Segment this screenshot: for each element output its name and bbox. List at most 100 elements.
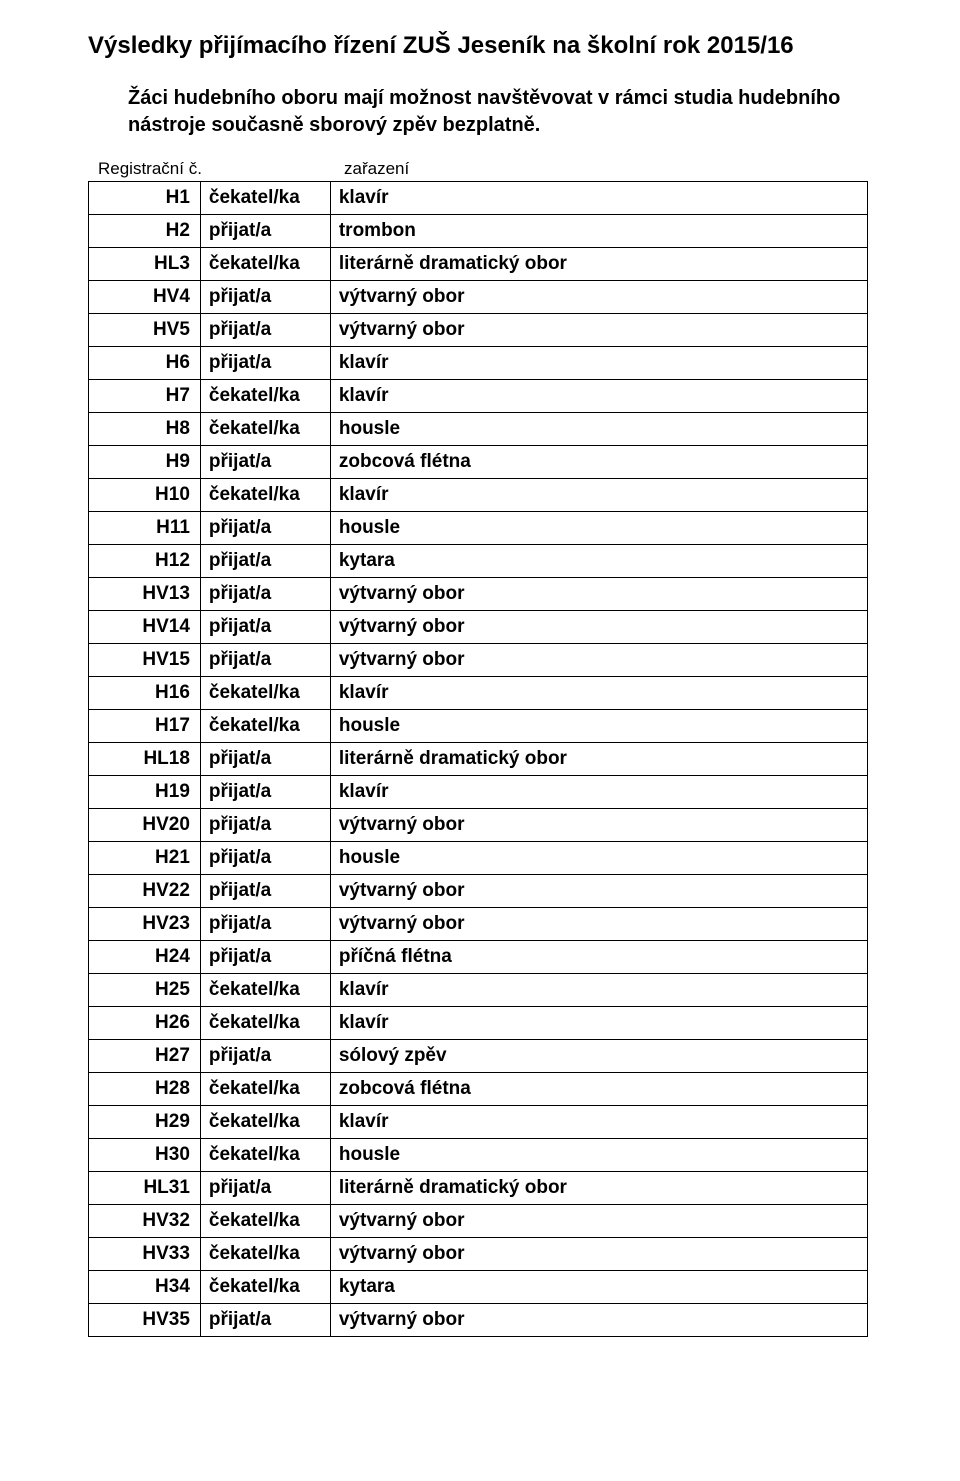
- table-row: HV33čekatel/kavýtvarný obor: [89, 1238, 868, 1271]
- table-row: H25čekatel/kaklavír: [89, 974, 868, 1007]
- column-header-row: Registrační č. zařazení: [88, 159, 900, 179]
- cell-registration: H12: [89, 545, 201, 578]
- cell-assignment: výtvarný obor: [330, 611, 867, 644]
- cell-registration: H1: [89, 182, 201, 215]
- cell-status: přijat/a: [200, 644, 330, 677]
- cell-status: přijat/a: [200, 875, 330, 908]
- cell-status: čekatel/ka: [200, 479, 330, 512]
- cell-status: čekatel/ka: [200, 182, 330, 215]
- cell-status: přijat/a: [200, 215, 330, 248]
- table-row: H26čekatel/kaklavír: [89, 1007, 868, 1040]
- cell-assignment: klavír: [330, 974, 867, 1007]
- table-row: H8čekatel/kahousle: [89, 413, 868, 446]
- table-row: H19přijat/aklavír: [89, 776, 868, 809]
- header-assignment: zařazení: [338, 159, 498, 179]
- cell-status: přijat/a: [200, 941, 330, 974]
- cell-registration: HV32: [89, 1205, 201, 1238]
- table-row: H1čekatel/kaklavír: [89, 182, 868, 215]
- cell-status: přijat/a: [200, 611, 330, 644]
- cell-assignment: kytara: [330, 1271, 867, 1304]
- page-title: Výsledky přijímacího řízení ZUŠ Jeseník …: [88, 30, 900, 61]
- table-row: H21přijat/ahousle: [89, 842, 868, 875]
- cell-status: čekatel/ka: [200, 677, 330, 710]
- cell-registration: HV14: [89, 611, 201, 644]
- table-row: HV23přijat/avýtvarný obor: [89, 908, 868, 941]
- cell-assignment: výtvarný obor: [330, 1238, 867, 1271]
- table-row: HV32čekatel/kavýtvarný obor: [89, 1205, 868, 1238]
- cell-status: čekatel/ka: [200, 1139, 330, 1172]
- cell-status: čekatel/ka: [200, 1106, 330, 1139]
- cell-status: čekatel/ka: [200, 248, 330, 281]
- cell-registration: H17: [89, 710, 201, 743]
- cell-registration: HV13: [89, 578, 201, 611]
- table-row: H30čekatel/kahousle: [89, 1139, 868, 1172]
- cell-registration: H34: [89, 1271, 201, 1304]
- cell-registration: H26: [89, 1007, 201, 1040]
- cell-status: přijat/a: [200, 347, 330, 380]
- cell-assignment: housle: [330, 512, 867, 545]
- cell-registration: HL18: [89, 743, 201, 776]
- table-row: HV35přijat/avýtvarný obor: [89, 1304, 868, 1337]
- cell-assignment: literárně dramatický obor: [330, 248, 867, 281]
- table-row: HV15přijat/avýtvarný obor: [89, 644, 868, 677]
- cell-registration: H6: [89, 347, 201, 380]
- cell-assignment: trombon: [330, 215, 867, 248]
- table-row: H9přijat/azobcová flétna: [89, 446, 868, 479]
- cell-registration: H16: [89, 677, 201, 710]
- table-row: H17čekatel/kahousle: [89, 710, 868, 743]
- cell-registration: H24: [89, 941, 201, 974]
- cell-assignment: příčná flétna: [330, 941, 867, 974]
- cell-assignment: sólový zpěv: [330, 1040, 867, 1073]
- table-row: H28čekatel/kazobcová flétna: [89, 1073, 868, 1106]
- table-row: HV22přijat/avýtvarný obor: [89, 875, 868, 908]
- table-row: H29čekatel/kaklavír: [89, 1106, 868, 1139]
- cell-status: přijat/a: [200, 545, 330, 578]
- results-table: H1čekatel/kaklavírH2přijat/atrombonHL3če…: [88, 181, 868, 1337]
- cell-status: přijat/a: [200, 809, 330, 842]
- cell-status: přijat/a: [200, 512, 330, 545]
- table-row: HV4přijat/avýtvarný obor: [89, 281, 868, 314]
- table-row: H27přijat/asólový zpěv: [89, 1040, 868, 1073]
- cell-status: čekatel/ka: [200, 710, 330, 743]
- table-row: HL31přijat/aliterárně dramatický obor: [89, 1172, 868, 1205]
- cell-registration: H19: [89, 776, 201, 809]
- cell-status: přijat/a: [200, 446, 330, 479]
- cell-status: čekatel/ka: [200, 1007, 330, 1040]
- cell-registration: H11: [89, 512, 201, 545]
- cell-assignment: literárně dramatický obor: [330, 743, 867, 776]
- table-row: H2přijat/atrombon: [89, 215, 868, 248]
- cell-assignment: výtvarný obor: [330, 314, 867, 347]
- cell-assignment: housle: [330, 842, 867, 875]
- table-row: HV5přijat/avýtvarný obor: [89, 314, 868, 347]
- cell-status: přijat/a: [200, 842, 330, 875]
- cell-registration: H7: [89, 380, 201, 413]
- cell-status: přijat/a: [200, 578, 330, 611]
- cell-assignment: housle: [330, 710, 867, 743]
- cell-assignment: výtvarný obor: [330, 1304, 867, 1337]
- cell-registration: H2: [89, 215, 201, 248]
- cell-registration: HV22: [89, 875, 201, 908]
- cell-status: přijat/a: [200, 1304, 330, 1337]
- cell-assignment: klavír: [330, 380, 867, 413]
- cell-assignment: klavír: [330, 347, 867, 380]
- cell-registration: H29: [89, 1106, 201, 1139]
- cell-assignment: výtvarný obor: [330, 281, 867, 314]
- cell-assignment: výtvarný obor: [330, 578, 867, 611]
- cell-assignment: literárně dramatický obor: [330, 1172, 867, 1205]
- header-registration: Registrační č.: [88, 159, 218, 179]
- cell-registration: H25: [89, 974, 201, 1007]
- cell-registration: H9: [89, 446, 201, 479]
- table-row: H10čekatel/kaklavír: [89, 479, 868, 512]
- cell-assignment: klavír: [330, 776, 867, 809]
- cell-registration: HV23: [89, 908, 201, 941]
- cell-registration: HV20: [89, 809, 201, 842]
- cell-status: přijat/a: [200, 1172, 330, 1205]
- cell-assignment: klavír: [330, 1106, 867, 1139]
- cell-registration: H30: [89, 1139, 201, 1172]
- table-row: H7čekatel/kaklavír: [89, 380, 868, 413]
- cell-status: přijat/a: [200, 281, 330, 314]
- table-row: H6přijat/aklavír: [89, 347, 868, 380]
- cell-status: přijat/a: [200, 1040, 330, 1073]
- cell-status: přijat/a: [200, 776, 330, 809]
- cell-assignment: výtvarný obor: [330, 875, 867, 908]
